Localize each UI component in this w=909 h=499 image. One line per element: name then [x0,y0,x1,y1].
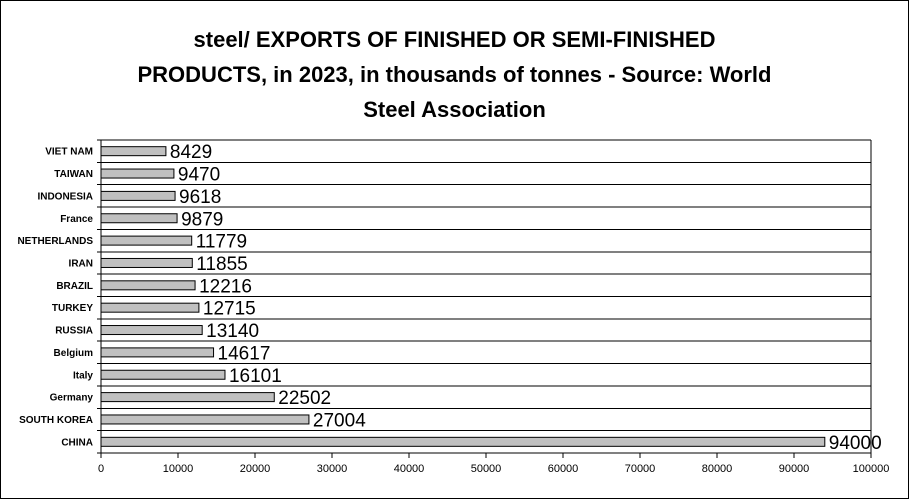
bar [100,190,176,201]
x-tick-label: 70000 [625,463,656,475]
bar [100,347,215,358]
category-label: Germany [50,393,94,404]
data-label: 12715 [203,299,256,320]
bar [100,436,826,447]
data-label: 22502 [278,388,331,409]
x-tick-label: 30000 [317,463,348,475]
category-label: NETHERLANDS [17,236,93,247]
data-label: 12216 [199,276,252,297]
x-tick-label: 100000 [853,463,890,475]
data-label: 16101 [229,366,282,387]
data-label: 11779 [196,232,247,253]
x-tick-label: 90000 [779,463,810,475]
bar [100,168,175,179]
x-tick-label: 80000 [702,463,733,475]
data-label: 27004 [313,410,366,431]
category-label: IRAN [69,258,93,269]
chart-title-line-2: PRODUCTS, in 2023, in thousands of tonne… [137,62,772,87]
data-label: 9618 [179,187,221,208]
x-tick-label: 60000 [548,463,579,475]
category-label: France [60,214,93,225]
data-label: 9879 [181,209,223,230]
bar [100,369,226,380]
bar [100,146,167,157]
category-label: CHINA [61,437,93,448]
x-tick-label: 0 [98,463,104,475]
category-label: TAIWAN [54,169,93,180]
data-label: 94000 [829,433,882,454]
plot-area: 0 10000 20000 30000 40000 50000 60000 70000 8000… [17,139,890,475]
bar [100,213,178,224]
data-label: 13140 [206,321,259,342]
category-label: Belgium [54,348,94,359]
data-label: 9470 [178,165,220,186]
category-label: INDONESIA [37,191,93,202]
bar [100,235,193,246]
x-tick-label: 50000 [471,463,502,475]
x-tick-label: 20000 [240,463,271,475]
category-label: SOUTH KOREA [19,415,93,426]
data-label: 8429 [170,142,212,163]
data-label: 14617 [218,343,271,364]
bar [100,280,196,291]
x-tick-label: 10000 [163,463,194,475]
bar [100,302,200,313]
bar [100,414,310,425]
x-tick-label: 40000 [394,463,425,475]
bar [100,325,203,336]
category-label: TURKEY [52,303,93,314]
chart-title-line-3: Steel Association [363,97,546,122]
chart-title-line-1: steel/ EXPORTS OF FINISHED OR SEMI-FINIS… [193,27,716,52]
category-label: VIET NAM [45,147,93,158]
category-label: Italy [73,370,93,381]
chart-title: steel/ EXPORTS OF FINISHED OR SEMI-FINIS… [0,22,909,127]
category-label: BRAZIL [56,281,93,292]
category-label: RUSSIA [55,326,93,337]
bar [100,257,193,268]
bar [100,392,275,403]
data-label: 11855 [196,254,247,275]
